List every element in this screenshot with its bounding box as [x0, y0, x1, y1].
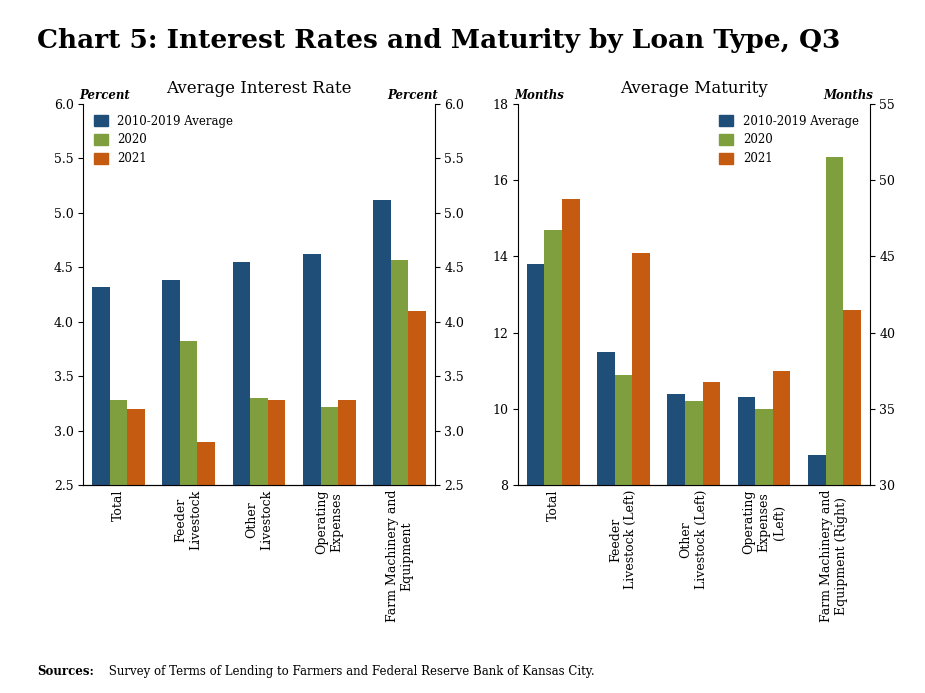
Bar: [755, 409, 773, 693]
Bar: [233, 262, 250, 693]
Bar: [110, 400, 128, 693]
Bar: [598, 352, 614, 693]
Bar: [250, 398, 268, 693]
Bar: [703, 382, 720, 693]
Bar: [844, 310, 861, 693]
Text: Sources:: Sources:: [37, 665, 93, 678]
Text: Months: Months: [514, 89, 564, 102]
Bar: [390, 260, 409, 693]
Bar: [409, 311, 426, 693]
Bar: [738, 397, 756, 693]
Text: Survey of Terms of Lending to Farmers and Federal Reserve Bank of Kansas City.: Survey of Terms of Lending to Farmers an…: [105, 665, 595, 678]
Bar: [562, 200, 579, 693]
Bar: [303, 254, 320, 693]
Legend: 2010-2019 Average, 2020, 2021: 2010-2019 Average, 2020, 2021: [714, 110, 864, 170]
Text: Percent: Percent: [80, 89, 130, 102]
Text: Months: Months: [823, 89, 873, 102]
Bar: [268, 400, 285, 693]
Legend: 2010-2019 Average, 2020, 2021: 2010-2019 Average, 2020, 2021: [89, 110, 239, 170]
Bar: [92, 287, 110, 693]
Bar: [198, 441, 215, 693]
Bar: [614, 374, 633, 693]
Bar: [373, 200, 390, 693]
Bar: [163, 281, 179, 693]
Bar: [773, 371, 790, 693]
Bar: [825, 157, 844, 693]
Bar: [633, 252, 649, 693]
Bar: [179, 342, 198, 693]
Bar: [527, 264, 545, 693]
Bar: [667, 394, 684, 693]
Text: Chart 5: Interest Rates and Maturity by Loan Type, Q3: Chart 5: Interest Rates and Maturity by …: [37, 28, 841, 53]
Text: Percent: Percent: [388, 89, 438, 102]
Bar: [544, 230, 562, 693]
Bar: [684, 401, 703, 693]
Bar: [339, 400, 355, 693]
Title: Average Maturity: Average Maturity: [620, 80, 768, 97]
Bar: [128, 409, 144, 693]
Bar: [320, 407, 339, 693]
Bar: [808, 455, 825, 693]
Title: Average Interest Rate: Average Interest Rate: [166, 80, 352, 97]
